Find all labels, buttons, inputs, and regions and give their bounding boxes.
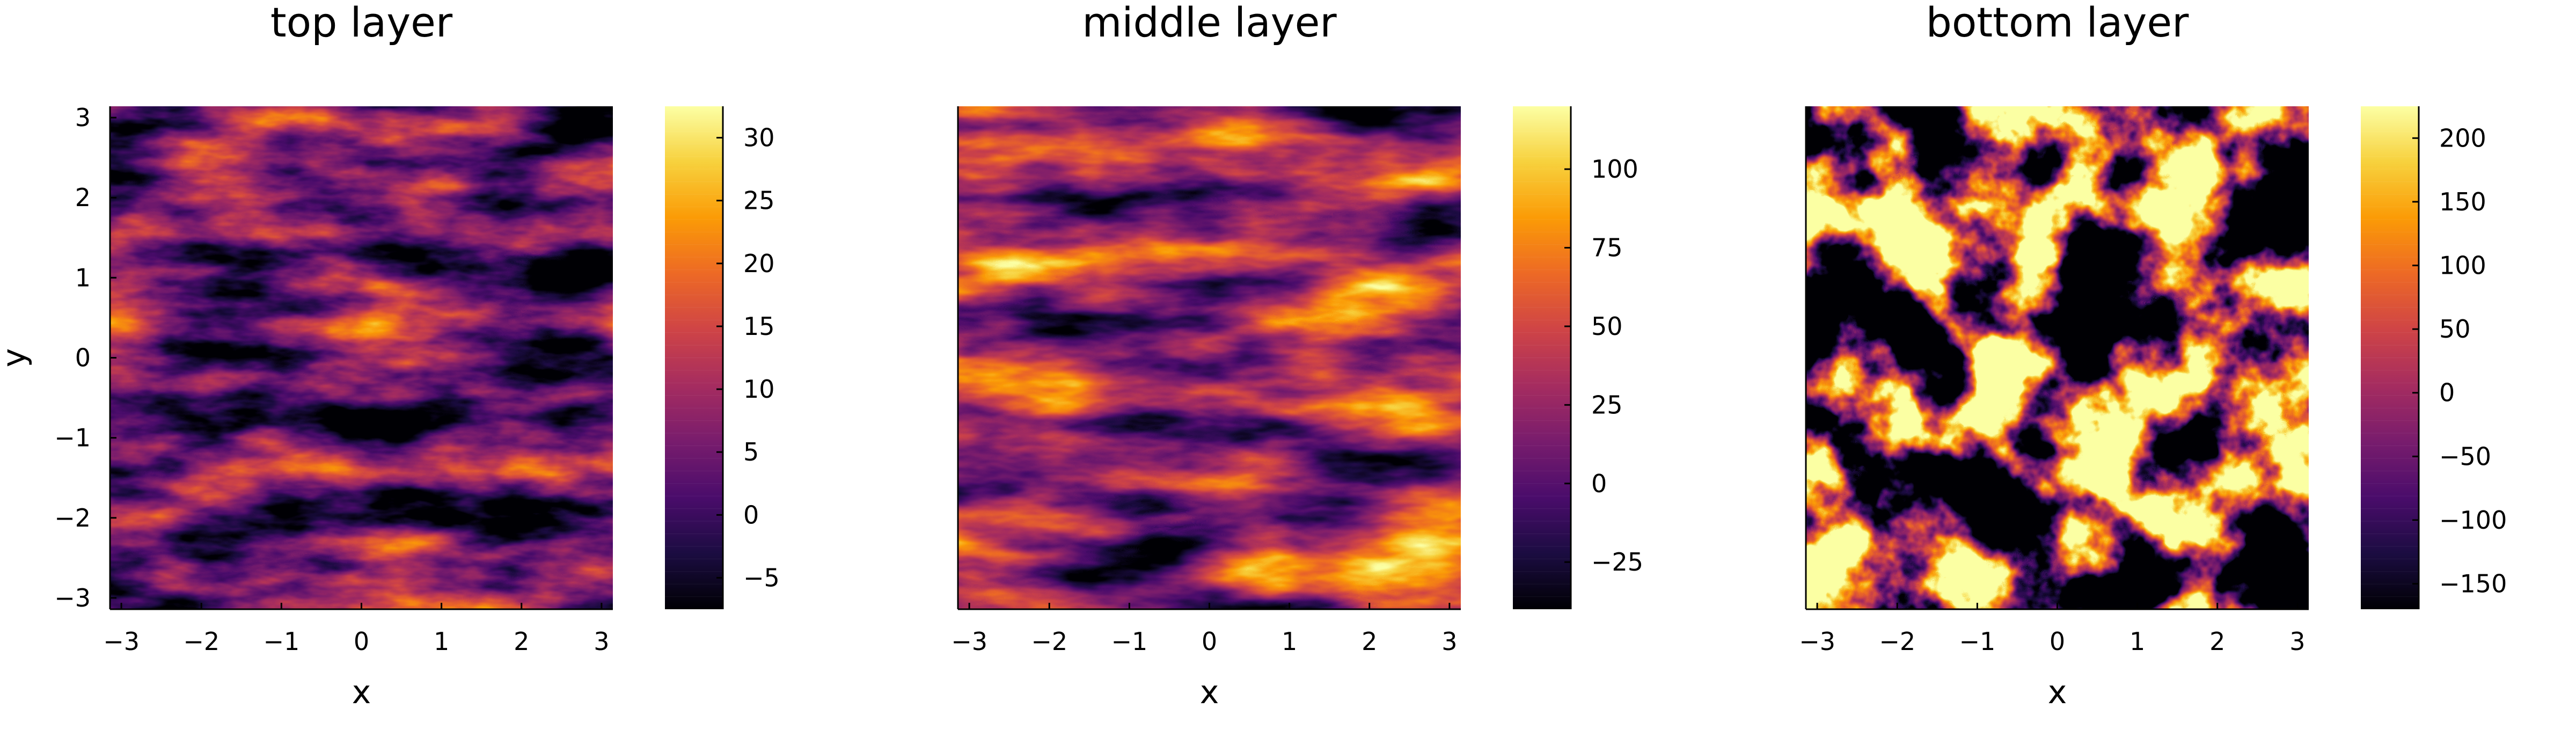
x-tick-label: 0 xyxy=(2050,627,2065,656)
colorbar xyxy=(2361,106,2419,609)
x-tick-label: −3 xyxy=(951,627,987,656)
x-tick-label: −2 xyxy=(1879,627,1915,656)
colorbar-tick-label: 150 xyxy=(2439,187,2486,216)
x-tick-label: 1 xyxy=(1282,627,1297,656)
colorbar-tick-label: 100 xyxy=(1591,155,1638,184)
colorbar-tick-label: 5 xyxy=(743,437,759,466)
heatmap-field xyxy=(958,106,1461,609)
x-tick-label: −1 xyxy=(1959,627,1995,656)
chart-title: middle layer xyxy=(1082,0,1337,46)
colorbar-tick-label: 20 xyxy=(743,249,775,278)
y-tick-label: −3 xyxy=(54,583,91,612)
x-tick-label: 1 xyxy=(434,627,449,656)
colorbar-tick-label: 75 xyxy=(1591,233,1623,262)
y-tick-label: −2 xyxy=(54,503,91,532)
y-tick-label: 1 xyxy=(75,263,91,292)
x-tick-label: 3 xyxy=(2289,627,2305,656)
colorbar-tick-label: −50 xyxy=(2439,442,2491,471)
panel-1: top layer −3 −2 −1 0 1 2 3 −3 −2 −1 0 1 2 3 x y −5 0 5 10 15 2… xyxy=(0,0,780,711)
x-tick-label: −2 xyxy=(1031,627,1067,656)
panel-2: middle layer −3 −2 −1 0 1 2 3 x −25 0 25 50 75 100 xyxy=(951,0,1643,711)
colorbar-tick-label: 50 xyxy=(1591,312,1623,341)
y-tick-label: 3 xyxy=(75,103,91,132)
x-tick-label: 3 xyxy=(594,627,609,656)
colorbar-tick-label: 100 xyxy=(2439,251,2486,280)
x-tick-label: −2 xyxy=(183,627,219,656)
x-axis-label: x xyxy=(2048,674,2067,711)
y-tick-label: −1 xyxy=(54,424,91,452)
colorbar-tick-label: 10 xyxy=(743,375,775,404)
colorbar-tick-label: −25 xyxy=(1591,548,1643,576)
x-tick-label: 2 xyxy=(514,627,529,656)
x-tick-label: 2 xyxy=(2209,627,2225,656)
y-tick-label: 0 xyxy=(75,344,91,373)
x-tick-label: 3 xyxy=(1441,627,1457,656)
colorbar-tick-label: 25 xyxy=(743,186,775,215)
y-axis-label: y xyxy=(0,348,33,368)
x-tick-label: −3 xyxy=(103,627,140,656)
x-tick-label: 1 xyxy=(2129,627,2145,656)
x-tick-label: −1 xyxy=(1111,627,1147,656)
x-tick-label: −1 xyxy=(263,627,299,656)
panel-3: bottom layer −3 −2 −1 0 1 2 3 x −150 −100 −50 0 50 100… xyxy=(1799,0,2507,711)
x-axis-label: x xyxy=(352,674,371,711)
colorbar xyxy=(665,106,723,609)
colorbar-tick-label: 50 xyxy=(2439,315,2471,344)
colorbar-tick-label: 25 xyxy=(1591,390,1623,419)
colorbar-tick-label: 0 xyxy=(743,500,759,529)
x-axis-label: x xyxy=(1200,674,1219,711)
colorbar xyxy=(1513,106,1571,609)
colorbar-tick-label: 0 xyxy=(2439,378,2455,407)
chart-title: bottom layer xyxy=(1926,0,2189,46)
y-tick-label: 2 xyxy=(75,183,91,212)
heatmap-field xyxy=(1806,106,2309,609)
colorbar-tick-label: −100 xyxy=(2439,506,2507,535)
x-tick-label: −3 xyxy=(1799,627,1835,656)
heatmap-field xyxy=(110,106,613,609)
colorbar-tick-label: 200 xyxy=(2439,123,2486,152)
colorbar-tick-label: −5 xyxy=(743,563,780,592)
colorbar-tick-label: 15 xyxy=(743,312,775,341)
x-tick-label: 0 xyxy=(354,627,369,656)
chart-title: top layer xyxy=(270,0,453,46)
colorbar-tick-label: 0 xyxy=(1591,469,1607,498)
colorbar-tick-label: 30 xyxy=(743,123,775,152)
x-tick-label: 2 xyxy=(1362,627,1377,656)
x-tick-label: 0 xyxy=(1202,627,1217,656)
colorbar-tick-label: −150 xyxy=(2439,570,2507,598)
